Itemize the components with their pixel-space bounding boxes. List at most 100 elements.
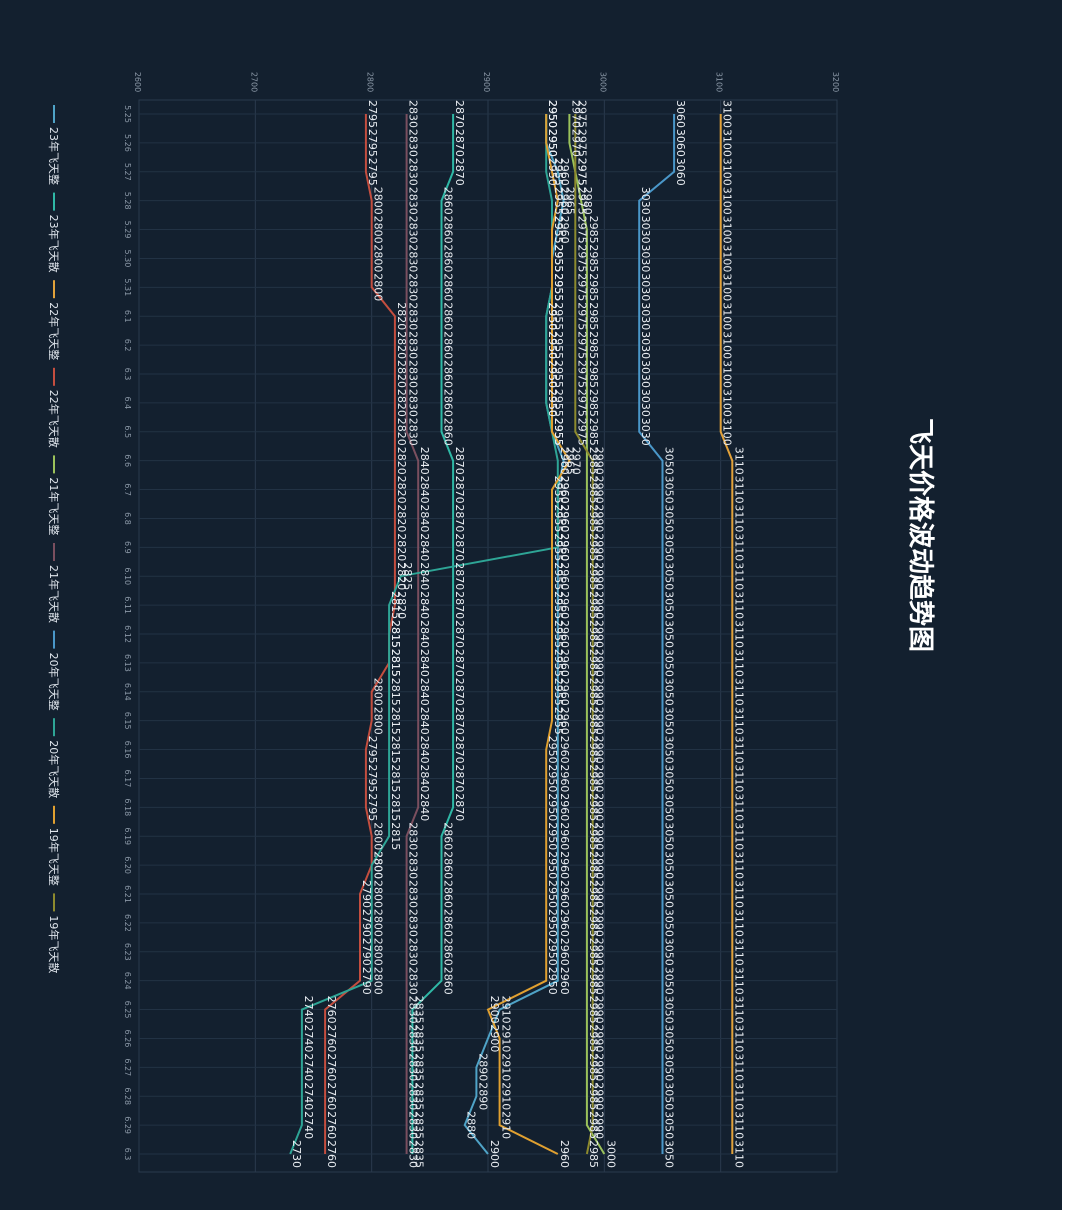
- data-label: 2975: [575, 418, 588, 446]
- data-label: 2985: [587, 1024, 600, 1052]
- date-tick-label: 6.3: [123, 1148, 132, 1161]
- data-label: 2960: [558, 504, 571, 532]
- data-label: 2985: [587, 938, 600, 966]
- data-label: 2830: [407, 273, 420, 301]
- data-label: 2860: [442, 880, 455, 908]
- data-label: 2950: [546, 822, 559, 850]
- data-label: 2970: [569, 129, 582, 157]
- legend-label: 19年飞天散: [47, 915, 61, 973]
- legend-item[interactable]: 21年飞天散: [47, 543, 61, 623]
- date-tick-label: 6.18: [123, 798, 132, 816]
- legend-label: 21年飞天散: [47, 565, 61, 623]
- data-label: 2830: [407, 1140, 420, 1168]
- data-label: 2860: [442, 389, 455, 417]
- data-label: 3100: [721, 100, 734, 128]
- data-label: 2950: [546, 736, 559, 764]
- data-label: 2840: [418, 591, 431, 619]
- data-label: 2760: [325, 996, 338, 1024]
- data-label: 2985: [587, 620, 600, 648]
- data-label: 2990: [593, 880, 606, 908]
- data-label: 3110: [732, 996, 745, 1024]
- data-label: 2840: [418, 649, 431, 677]
- data-label: 2955: [552, 418, 565, 446]
- data-label: 3110: [732, 447, 745, 475]
- data-label: 2830: [407, 1111, 420, 1139]
- data-label: 3110: [732, 533, 745, 561]
- data-label: 2960: [558, 764, 571, 792]
- data-label: 2960: [558, 504, 571, 532]
- legend-label: 19年飞天整: [47, 828, 61, 886]
- data-label: 2730: [290, 1140, 303, 1168]
- legend[interactable]: 23年飞天整 23年飞天散 22年飞天整 22年飞天散 21年飞天整 21年飞天散 20年飞…: [47, 105, 61, 973]
- data-label: 2960: [558, 562, 571, 590]
- data-label: 2860: [442, 909, 455, 937]
- date-tick-label: 5.25: [123, 105, 132, 123]
- data-label: 2950: [546, 360, 559, 388]
- legend-item[interactable]: 21年飞天整: [47, 455, 61, 535]
- data-label: 2990: [593, 447, 606, 475]
- legend-label: 21年飞天整: [47, 477, 61, 535]
- data-label: 2795: [366, 736, 379, 764]
- data-label: 2740: [302, 1111, 315, 1139]
- series-line: [405, 114, 420, 1154]
- data-label: 2975: [575, 216, 588, 244]
- data-label: 2955: [552, 707, 565, 735]
- data-label: 2740: [302, 996, 315, 1024]
- data-label: 2955: [552, 302, 565, 330]
- data-label: 2955: [552, 244, 565, 272]
- data-label: 2880: [465, 1111, 478, 1139]
- data-label: 2965: [564, 447, 577, 475]
- date-tick-label: 6.27: [123, 1058, 132, 1076]
- series-line: [574, 114, 594, 1155]
- data-label: 3050: [663, 476, 676, 504]
- data-label: 2795: [366, 793, 379, 821]
- data-label: 2990: [593, 938, 606, 966]
- data-label: 2860: [442, 418, 455, 446]
- data-label: 2975: [575, 100, 588, 128]
- data-label: 3110: [732, 822, 745, 850]
- data-label: 2975: [575, 273, 588, 301]
- legend-item[interactable]: 22年飞天整: [47, 280, 61, 360]
- data-label: 2870: [453, 129, 466, 157]
- date-tick-label: 6.25: [123, 1001, 132, 1019]
- legend-item[interactable]: 20年飞天整: [47, 630, 61, 711]
- data-label: 2955: [552, 678, 565, 706]
- data-label: 2955: [552, 591, 565, 619]
- data-label: 2860: [442, 360, 455, 388]
- data-label: 2830: [407, 822, 420, 850]
- data-label: 2840: [418, 562, 431, 590]
- legend-item[interactable]: 22年飞天散: [47, 367, 61, 448]
- value-tick-label: 2600: [133, 72, 142, 92]
- data-label: 2960: [558, 447, 571, 475]
- data-label: 2960: [558, 533, 571, 561]
- data-label: 3050: [663, 620, 676, 648]
- legend-item[interactable]: 19年飞天整: [47, 805, 61, 886]
- data-label: 2890: [476, 1053, 489, 1081]
- data-label: 2960: [558, 938, 571, 966]
- data-label: 2990: [593, 620, 606, 648]
- data-label: 2990: [593, 1082, 606, 1110]
- data-label: 2820: [395, 331, 408, 359]
- data-label: 2790: [360, 880, 373, 908]
- data-label: 3030: [639, 331, 652, 359]
- data-label: 2815: [389, 736, 402, 764]
- legend-item[interactable]: 19年飞天散: [47, 893, 61, 973]
- legend-item[interactable]: 23年飞天整: [47, 105, 61, 185]
- data-label: 2990: [593, 793, 606, 821]
- data-label: 2990: [593, 1111, 606, 1139]
- data-label: 2950: [546, 100, 559, 128]
- data-label: 2955: [552, 273, 565, 301]
- data-label: 2815: [389, 678, 402, 706]
- data-label: 2985: [587, 591, 600, 619]
- data-label: 2975: [575, 158, 588, 186]
- axes: 2600 2700 2800 2900 3000 3100 3200 5.25 5.26 5.27…: [123, 72, 840, 1161]
- legend-item[interactable]: 20年飞天散: [47, 718, 61, 798]
- data-label: 2830: [407, 909, 420, 937]
- data-label: 2985: [587, 1082, 600, 1110]
- data-label: 2955: [552, 620, 565, 648]
- data-label: 2950: [546, 967, 559, 995]
- data-label: 2955: [552, 476, 565, 504]
- data-label: 2830: [407, 1024, 420, 1052]
- legend-item[interactable]: 23年飞天散: [47, 192, 61, 273]
- data-label: 3110: [732, 504, 745, 532]
